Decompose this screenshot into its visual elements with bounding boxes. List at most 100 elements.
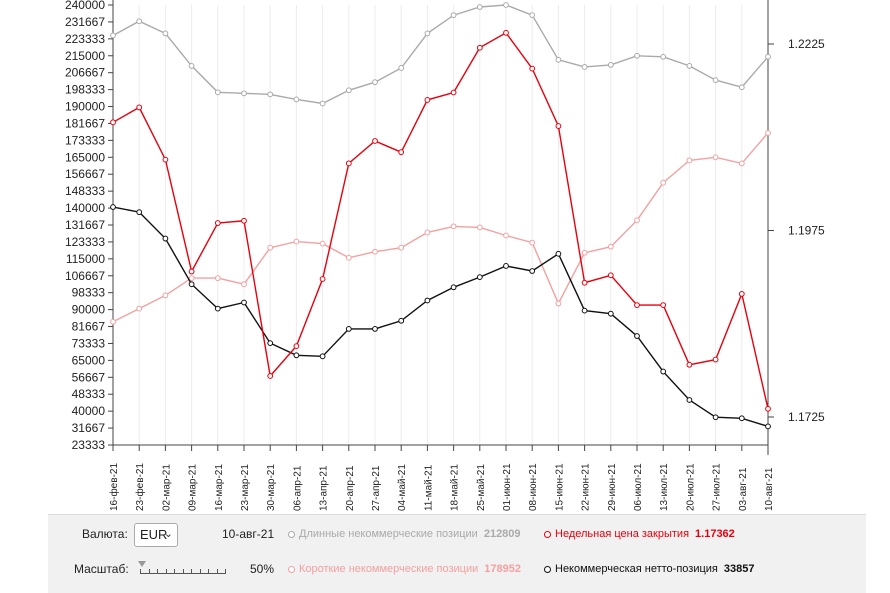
data-point <box>712 356 719 363</box>
right-tick-label: 1.1725 <box>788 410 825 424</box>
data-point <box>555 123 562 129</box>
circle-icon <box>544 530 551 538</box>
series-line <box>112 206 769 428</box>
legend-item-close-price[interactable]: Недельная цена закрытия 1.17362 <box>544 528 735 540</box>
x-tick-label: 15-июн-21 <box>554 463 565 511</box>
legend-label: Короткие некоммерческие позиции <box>299 563 479 575</box>
legend-item-short[interactable]: Короткие некоммерческие позиции 178952 <box>288 563 521 575</box>
data-point <box>345 160 352 167</box>
series-group <box>110 29 771 412</box>
data-point <box>476 44 483 51</box>
data-point <box>188 281 195 288</box>
data-point <box>607 310 614 317</box>
scale-slider[interactable] <box>138 561 226 577</box>
series-group <box>110 130 771 325</box>
data-point <box>686 63 693 69</box>
data-point <box>162 156 169 163</box>
right-tick-label: 1.1975 <box>788 224 825 238</box>
left-tick-label: 131667 <box>65 218 105 232</box>
currency-select[interactable]: EUR ⌄ <box>134 523 178 547</box>
data-point <box>345 87 352 94</box>
x-tick-label: 18-май-21 <box>450 464 461 511</box>
x-tick-label: 01-июн-21 <box>502 463 513 511</box>
slider-tick <box>140 569 141 574</box>
x-tick-label: 29-июн-21 <box>607 463 618 511</box>
x-tick-label: 27-апр-21 <box>371 465 382 511</box>
left-tick-label: 148333 <box>65 184 105 198</box>
legend-label: Недельная цена закрытия <box>555 528 690 540</box>
data-point <box>686 157 693 164</box>
scale-value: 50% <box>250 562 275 576</box>
data-point <box>398 244 405 251</box>
data-point <box>188 275 195 282</box>
x-axis-ticks: 16-фев-21 23-фев-21 02-мар-21 09-мар-21 16-м… <box>108 445 775 511</box>
data-point <box>293 352 300 359</box>
data-point <box>660 179 667 186</box>
data-point <box>450 12 457 19</box>
left-tick-label: 98333 <box>72 286 106 300</box>
x-tick-label: 06-апр-21 <box>292 465 303 511</box>
left-tick-label: 240000 <box>65 0 105 12</box>
data-point <box>241 90 247 97</box>
data-point <box>450 89 457 96</box>
data-point <box>738 160 745 167</box>
right-tick-label: 1.2225 <box>788 37 825 51</box>
legend-item-net[interactable]: Некоммерческая нетто-позиция 33857 <box>544 563 754 575</box>
data-point <box>241 281 247 288</box>
data-point <box>372 326 378 332</box>
x-tick-label: 30-мар-21 <box>266 464 277 511</box>
right-axis-ticks: 1.2225 1.1975 1.1725 <box>768 37 825 424</box>
data-point <box>372 248 378 255</box>
data-point <box>765 53 771 60</box>
left-tick-label: 81667 <box>72 320 106 334</box>
slider-tick <box>148 569 150 574</box>
data-point <box>555 250 562 257</box>
data-point <box>214 89 221 96</box>
circle-icon <box>288 565 295 573</box>
data-point <box>660 53 667 60</box>
data-point <box>345 326 352 332</box>
x-tick-label: 16-мар-21 <box>214 464 225 511</box>
data-point <box>424 297 431 304</box>
data-point <box>424 30 431 37</box>
data-point <box>765 405 771 412</box>
data-point <box>162 235 169 242</box>
data-point <box>634 333 640 339</box>
data-point <box>555 56 562 63</box>
data-point <box>214 220 221 226</box>
left-tick-label: 140000 <box>65 201 105 215</box>
slider-tick <box>216 569 218 574</box>
x-tick-label: 03-авг-21 <box>738 467 749 511</box>
series-group <box>110 2 771 107</box>
data-point <box>529 239 536 246</box>
left-tick-label: 56667 <box>72 370 106 384</box>
data-point <box>712 77 719 84</box>
data-point <box>607 243 614 250</box>
x-tick-label: 16-фев-21 <box>108 463 120 511</box>
data-point <box>319 100 326 107</box>
data-point <box>503 2 509 8</box>
chevron-down-icon: ⌄ <box>163 528 173 540</box>
data-point <box>241 217 247 224</box>
data-point <box>738 84 745 91</box>
slider-tick <box>191 569 192 574</box>
slider-tick <box>174 569 175 574</box>
x-tick-label: 09-мар-21 <box>188 464 199 511</box>
data-point <box>372 138 378 144</box>
left-tick-label: 73333 <box>72 336 106 350</box>
data-point <box>503 263 509 269</box>
data-point <box>634 302 640 309</box>
data-point <box>319 276 326 282</box>
data-point <box>293 238 300 245</box>
left-tick-label: 106667 <box>65 269 105 283</box>
legend-item-long[interactable]: Длинные некоммерческие позиции 212809 <box>288 528 521 540</box>
data-point <box>214 305 221 312</box>
control-panel: Валюта: EUR ⌄ 10-авг-21 Масштаб: 50% Дли… <box>48 514 866 593</box>
data-point <box>634 52 640 59</box>
data-point <box>607 62 614 68</box>
data-point <box>712 154 719 161</box>
legend-label: Длинные некоммерческие позиции <box>299 528 478 540</box>
left-tick-label: 31667 <box>72 421 106 435</box>
data-point <box>476 224 483 231</box>
slider-handle[interactable] <box>138 561 146 567</box>
